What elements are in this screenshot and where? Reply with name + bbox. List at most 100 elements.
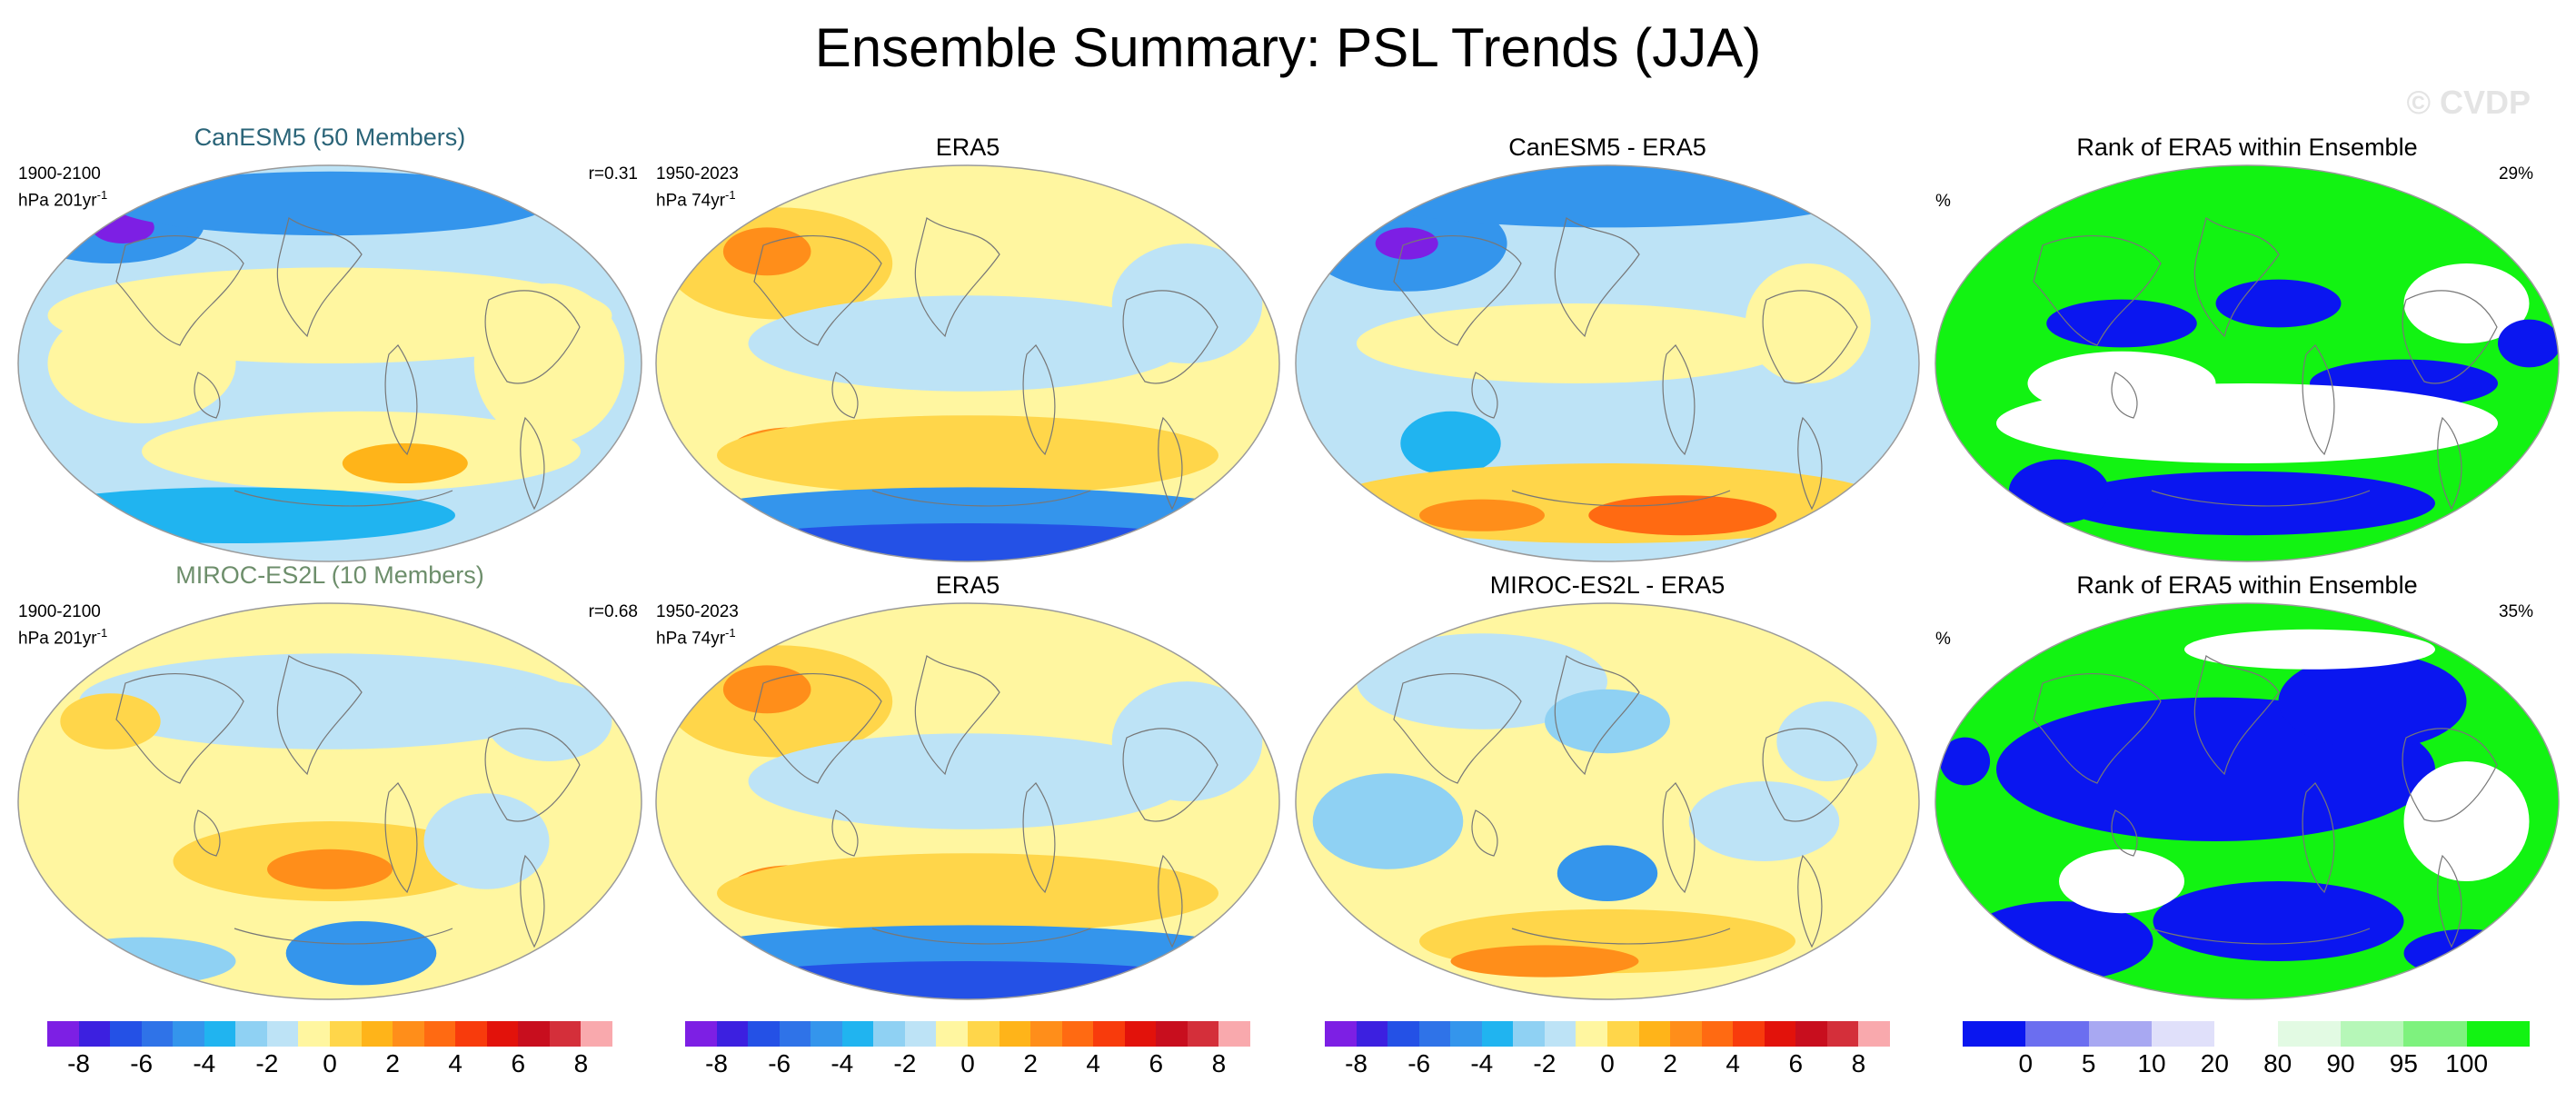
- colorbar-swatch: [361, 1021, 393, 1047]
- map-anomaly-region: [2059, 849, 2184, 914]
- colorbar-tick-label: 10: [2137, 1049, 2166, 1077]
- map-anomaly-region: [1588, 495, 1777, 536]
- colorbar-swatch: [1093, 1021, 1126, 1047]
- coastline-outline: [1022, 782, 1056, 894]
- coastline-outline: [2437, 416, 2462, 511]
- coastline-outline: [1471, 372, 1498, 419]
- colorbar-tick-label: 90: [2326, 1049, 2355, 1077]
- coastline-outline: [1158, 416, 1183, 511]
- colorbar-swatch: [423, 1021, 456, 1047]
- coastline-outline: [1393, 235, 1522, 346]
- colorbar-swatch: [1450, 1021, 1483, 1047]
- coastline-outline: [2151, 490, 2371, 507]
- colorbar-tick-label: -8: [1345, 1049, 1368, 1077]
- colorbar-tick-label: 0: [323, 1049, 337, 1077]
- rank-units-label: %: [1935, 192, 1951, 211]
- colorbar-swatch: [716, 1021, 749, 1047]
- map-anomaly-region: [748, 733, 1188, 829]
- map-rank1-r1c4: [1934, 164, 2560, 562]
- panel-title: MIROC-ES2L (10 Members): [175, 561, 484, 589]
- pattern-correlation: r=0.31: [588, 164, 638, 184]
- coastline-outline: [484, 290, 581, 384]
- map-obs-r2c2: [655, 602, 1280, 1000]
- colorbar-swatch: [173, 1021, 205, 1047]
- map-anomaly-region: [2498, 319, 2559, 368]
- map-anomaly-region: [1419, 499, 1545, 531]
- map-anomaly-region: [47, 937, 236, 986]
- map-anomaly-region: [1357, 633, 1607, 730]
- colorbar-swatch: [1795, 1021, 1828, 1047]
- map-anomaly-region: [1325, 463, 1890, 543]
- map-wrapper: [1934, 164, 2561, 568]
- units-label: hPa 201yr-1: [18, 188, 108, 211]
- map-border: [1295, 602, 1920, 1000]
- colorbar-swatch: [2152, 1021, 2215, 1047]
- coastline-outline: [1022, 344, 1056, 456]
- colorbar-tick-label: -4: [193, 1049, 216, 1077]
- colorbar-swatch: [968, 1021, 1000, 1047]
- panel-title: ERA5: [935, 134, 1000, 161]
- map-anomaly-region: [1450, 945, 1639, 978]
- colorbar-tick-label: -4: [830, 1049, 854, 1077]
- map-wrapper: [1294, 164, 1921, 568]
- coastline-outline: [1662, 344, 1696, 456]
- colorbar-tick-label: -4: [1470, 1049, 1494, 1077]
- coastline-outline: [753, 673, 882, 784]
- cvdp-watermark: © CVDP: [2406, 84, 2531, 121]
- map-anomaly-region: [717, 523, 1218, 561]
- panel-r2-c1: MIROC-ES2L (10 Members) 1900-2100 hPa 201y…: [16, 561, 643, 1010]
- coastline-outline: [115, 673, 244, 784]
- map-anomaly-region: [1357, 303, 1795, 383]
- coastline-outline: [276, 655, 363, 776]
- map-anomaly-region: [285, 921, 437, 986]
- colorbar-tick-label: 100: [2445, 1049, 2489, 1077]
- map-border: [1934, 164, 2560, 562]
- colorbar-swatch: [936, 1021, 969, 1047]
- colorbar-swatch: [1607, 1021, 1640, 1047]
- panel-title: CanESM5 (50 Members): [194, 124, 466, 151]
- colorbar-swatch: [2341, 1021, 2404, 1047]
- map-model1-r1c1: [17, 164, 642, 562]
- coastline-outline: [2193, 217, 2280, 338]
- colorbar-tick-label: 0: [2018, 1049, 2034, 1077]
- colorbar-swatch: [581, 1021, 613, 1047]
- period-label: 1950-2023: [656, 164, 739, 184]
- coastline-outline: [753, 235, 882, 346]
- colorbar-swatch: [1638, 1021, 1671, 1047]
- coastline-outline: [1797, 416, 1823, 511]
- trend-colorbar-3: -8 -6 -4 -2 0 2 4 6 8: [1325, 1021, 1891, 1085]
- period-label: 1900-2100: [18, 602, 101, 621]
- colorbar-swatch: [1356, 1021, 1388, 1047]
- coastline-outline: [234, 928, 453, 945]
- colorbar-tick-label: -2: [893, 1049, 917, 1077]
- coastline-outline: [2302, 782, 2335, 894]
- map-diff2-r2c3: [1295, 602, 1920, 1000]
- colorbar-swatch: [1325, 1021, 1358, 1047]
- colorbar-tick-label: 6: [1788, 1049, 1804, 1077]
- colorbar-swatch: [685, 1021, 718, 1047]
- colorbar-swatch: [1544, 1021, 1576, 1047]
- panel-title: Rank of ERA5 within Ensemble: [2076, 571, 2418, 599]
- pattern-correlation: r=0.68: [588, 602, 638, 621]
- rank-colorbar: 0 5 10 20 80 90 95 100: [1963, 1021, 2531, 1085]
- colorbar-tick-label: 4: [448, 1049, 463, 1077]
- map-anomaly-region: [748, 295, 1188, 392]
- colorbar-tick-label: 4: [1086, 1049, 1101, 1077]
- coastline-outline: [194, 809, 221, 857]
- map-anomaly-region: [722, 227, 811, 276]
- period-units-label: 1950-2023 hPa 74yr-1: [656, 164, 739, 211]
- colorbar-swatch: [1826, 1021, 1859, 1047]
- panel-title: Rank of ERA5 within Ensemble: [2076, 134, 2418, 161]
- coastline-outline: [1511, 490, 1731, 507]
- map-wrapper: [16, 164, 643, 568]
- map-anomaly-region: [1111, 243, 1263, 363]
- map-border: [1295, 164, 1920, 562]
- map-wrapper: [1934, 601, 2561, 1006]
- colorbar-swatch: [2403, 1021, 2468, 1047]
- map-anomaly-region: [722, 665, 811, 714]
- colorbar-swatch: [298, 1021, 331, 1047]
- map-anomaly-region: [47, 303, 236, 423]
- colorbar-tick-label: -8: [67, 1049, 90, 1077]
- map-border: [655, 602, 1280, 1000]
- colorbar-swatch: [1218, 1021, 1251, 1047]
